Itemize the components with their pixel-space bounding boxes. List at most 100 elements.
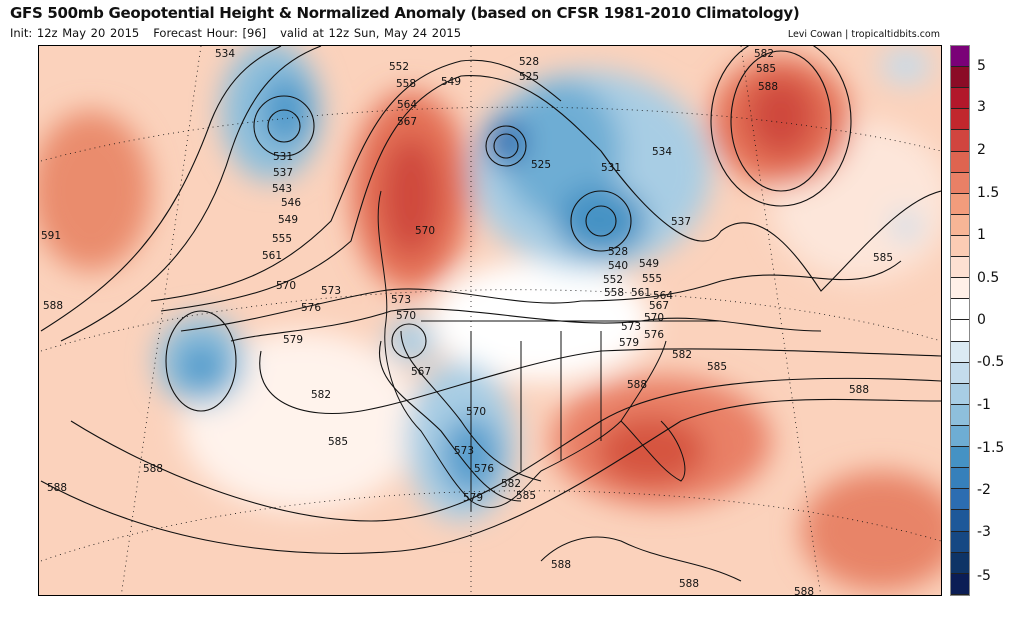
contour-label: 555 bbox=[642, 273, 662, 285]
colorbar-segment bbox=[951, 573, 969, 595]
anomaly-map: 534 552 558 549 564 567 528 525 531 537 543 546 549 5… bbox=[38, 45, 942, 596]
contour-label: 588 bbox=[43, 300, 63, 312]
contour-label: 525 bbox=[519, 71, 539, 83]
colorbar-segment bbox=[951, 235, 969, 258]
contour-label: 585 bbox=[516, 490, 536, 502]
colorbar-label: -1 bbox=[977, 397, 991, 413]
colorbar-segment bbox=[951, 214, 969, 236]
colorbar-label: -1.5 bbox=[977, 440, 1005, 456]
colorbar-segment bbox=[951, 130, 969, 152]
contour-label: 558 bbox=[396, 78, 416, 90]
coastlines-borders bbox=[377, 190, 742, 582]
contour-label: 549 bbox=[639, 258, 659, 270]
colorbar-segment bbox=[951, 257, 969, 279]
contour-label: 567 bbox=[397, 116, 417, 128]
anomaly-shading bbox=[39, 46, 941, 591]
contour-label: 573 bbox=[391, 294, 411, 306]
contour-label: 582 bbox=[672, 349, 692, 361]
contour-label: 588 bbox=[551, 559, 571, 571]
colorbar-segment bbox=[951, 404, 969, 426]
contour-label: 534 bbox=[652, 146, 672, 158]
contour-label: 555 bbox=[272, 233, 292, 245]
contour-label: 537 bbox=[671, 216, 691, 228]
valid-time: valid at 12z Sun, May 24 2015 bbox=[280, 26, 462, 40]
contour-label: 570 bbox=[644, 312, 664, 324]
colorbar-segment bbox=[951, 552, 969, 574]
contour-label: 570 bbox=[415, 225, 435, 237]
contour-label: 588 bbox=[758, 81, 778, 93]
contour-label: 570 bbox=[276, 280, 296, 292]
run-info: Init: 12z May 20 2015 Forecast Hour: [96… bbox=[10, 26, 461, 40]
colorbar-segment bbox=[951, 172, 969, 194]
colorbar-segment bbox=[951, 447, 969, 469]
contour-label: 552 bbox=[603, 274, 623, 286]
contour-label: 585 bbox=[873, 252, 893, 264]
colorbar-segment bbox=[951, 278, 969, 300]
colorbar-segment bbox=[951, 67, 969, 89]
contour-label: 576 bbox=[474, 463, 494, 475]
contour-label: 588 bbox=[143, 463, 163, 475]
colorbar-label: 3 bbox=[977, 99, 986, 115]
colorbar-segment bbox=[951, 531, 969, 553]
contour-label: 528 bbox=[519, 56, 539, 68]
colorbar bbox=[950, 45, 970, 596]
contour-label: 573 bbox=[454, 445, 474, 457]
contour-label: 567 bbox=[411, 366, 431, 378]
contour-label: 543 bbox=[272, 183, 292, 195]
contour-label: 561 bbox=[631, 287, 651, 299]
contour-label: 534 bbox=[215, 48, 235, 60]
colorbar-segment bbox=[951, 489, 969, 511]
contour-label: 588 bbox=[627, 379, 647, 391]
colorbar-segment bbox=[951, 299, 969, 321]
colorbar-segment bbox=[951, 88, 969, 110]
contour-label: 588 bbox=[794, 586, 814, 596]
contour-label: 531 bbox=[601, 162, 621, 174]
contour-label: 579 bbox=[619, 337, 639, 349]
contour-label: 570 bbox=[466, 406, 486, 418]
contour-label: 540 bbox=[608, 260, 628, 272]
colorbar-segment bbox=[951, 193, 969, 215]
init-time: Init: 12z May 20 2015 bbox=[10, 26, 140, 40]
contour-label: 549 bbox=[441, 76, 461, 88]
contour-label: 570 bbox=[396, 310, 416, 322]
colorbar-label: -3 bbox=[977, 524, 991, 540]
colorbar-segment bbox=[951, 468, 969, 490]
contour-label: 591 bbox=[41, 230, 61, 242]
colorbar-label: 5 bbox=[977, 58, 986, 74]
colorbar-label: -5 bbox=[977, 568, 991, 584]
colorbar-label: 0.5 bbox=[977, 270, 1000, 286]
contour-label: 525 bbox=[531, 159, 551, 171]
colorbar-label: 1 bbox=[977, 227, 986, 243]
colorbar-segment bbox=[951, 362, 969, 384]
contour-label: 561 bbox=[262, 250, 282, 262]
contour-label: 588 bbox=[47, 482, 67, 494]
contour-label: 573 bbox=[621, 321, 641, 333]
contour-label: 585 bbox=[328, 436, 348, 448]
chart-title: GFS 500mb Geopotential Height & Normaliz… bbox=[10, 4, 800, 22]
contour-label: 576 bbox=[644, 329, 664, 341]
contour-label: 582 bbox=[311, 389, 331, 401]
colorbar-segment bbox=[951, 510, 969, 532]
colorbar-segment bbox=[951, 151, 969, 173]
contour-label: 531 bbox=[273, 151, 293, 163]
colorbar-label: 1.5 bbox=[977, 185, 1000, 201]
height-contours bbox=[40, 46, 941, 554]
colorbar-label: 2 bbox=[977, 142, 986, 158]
contour-label: 552 bbox=[389, 61, 409, 73]
contour-label: 573 bbox=[321, 285, 341, 297]
contour-label: 549 bbox=[278, 214, 298, 226]
contour-label: 564 bbox=[397, 99, 417, 111]
contour-label: 567 bbox=[649, 300, 669, 312]
contour-label: 588 bbox=[849, 384, 869, 396]
contour-label: 564 bbox=[653, 290, 673, 302]
contour-label: 582 bbox=[754, 48, 774, 60]
colorbar-label: 0 bbox=[977, 312, 986, 328]
colorbar-segment bbox=[951, 320, 969, 342]
colorbar-segment bbox=[951, 46, 969, 68]
contour-label: 579 bbox=[463, 492, 483, 504]
colorbar-segment bbox=[951, 341, 969, 363]
contour-label: 588 bbox=[679, 578, 699, 590]
contour-label: 528 bbox=[608, 246, 628, 258]
